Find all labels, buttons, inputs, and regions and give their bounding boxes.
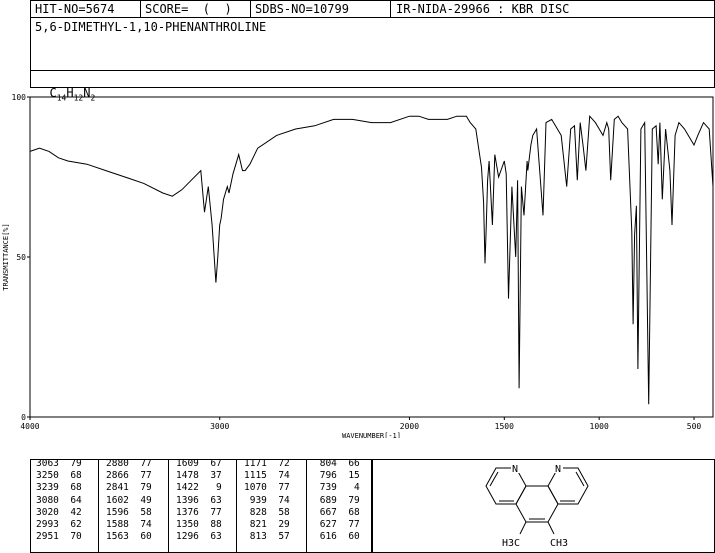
left-ring bbox=[485, 467, 527, 505]
x-tick-label: 2000 bbox=[400, 422, 419, 431]
peak-column-separator bbox=[236, 460, 237, 553]
header-rule-2 bbox=[30, 70, 715, 71]
peak-entry: 1115 74 bbox=[244, 470, 290, 482]
molecular-structure: N N H3C CH3 bbox=[485, 463, 589, 549]
score: SCORE= ( ) bbox=[145, 2, 232, 16]
y-tick-label: 0 bbox=[21, 413, 26, 422]
plot-frame bbox=[29, 96, 714, 418]
hit-number: HIT-NO=5674 bbox=[35, 2, 115, 16]
x-axis-label: WAVENUMBER[-1] bbox=[342, 432, 401, 438]
peak-column: 3063 79 3250 68 3239 68 3080 64 3020 42 2993 … bbox=[36, 458, 82, 543]
peak-entry: 739 4 bbox=[314, 482, 360, 494]
sdbs-number: SDBS-NO=10799 bbox=[255, 2, 349, 16]
peak-entry: 813 57 bbox=[244, 531, 290, 543]
peak-entry: 1171 72 bbox=[244, 458, 290, 469]
molecular-formula: C14H12N2 bbox=[49, 86, 96, 103]
peak-entry: 1422 9 bbox=[176, 482, 222, 494]
peak-entry: 1396 63 bbox=[176, 494, 222, 506]
peak-entry: 3239 68 bbox=[36, 482, 82, 494]
peak-column: 2880 77 2866 77 2841 79 1602 49 1596 58 1588 … bbox=[106, 458, 152, 543]
peak-column-separator bbox=[168, 460, 169, 553]
y-tick-label: 50 bbox=[16, 253, 26, 262]
compound-name: 5,6-DIMETHYL-1,10-PHENANTHROLINE bbox=[35, 20, 267, 34]
header-sep-1 bbox=[140, 0, 141, 17]
y-tick-label: 100 bbox=[12, 93, 27, 102]
methyl-label-left: H3C bbox=[502, 538, 520, 549]
x-tick-label: 4000 bbox=[20, 422, 39, 431]
spectrum-line bbox=[29, 114, 714, 405]
methyl-bond-left bbox=[519, 521, 527, 535]
peak-entry: 939 74 bbox=[244, 494, 290, 506]
peak-column-separator bbox=[306, 460, 307, 553]
x-tick-label: 1000 bbox=[590, 422, 609, 431]
peak-entry: 1602 49 bbox=[106, 494, 152, 506]
peak-entry: 1596 58 bbox=[106, 506, 152, 518]
peak-entry: 1376 77 bbox=[176, 506, 222, 518]
nitrogen-label-left: N bbox=[512, 464, 518, 475]
peak-entry: 3080 64 bbox=[36, 494, 82, 506]
peak-entry: 2866 77 bbox=[106, 470, 152, 482]
peak-entry: 616 60 bbox=[314, 531, 360, 543]
nitrogen-label-right: N bbox=[555, 464, 561, 475]
peak-entry: 821 29 bbox=[244, 519, 290, 531]
header-sep-3 bbox=[390, 0, 391, 17]
peak-entry: 796 15 bbox=[314, 470, 360, 482]
methyl-label-right: CH3 bbox=[550, 538, 568, 549]
header-sep-2 bbox=[250, 0, 251, 17]
peak-entry: 804 66 bbox=[314, 458, 360, 469]
peak-entry: 3250 68 bbox=[36, 470, 82, 482]
header-rule-1 bbox=[30, 17, 715, 18]
peak-entry: 2993 62 bbox=[36, 519, 82, 531]
x-tick-label: 3000 bbox=[210, 422, 229, 431]
peak-entry: 689 79 bbox=[314, 494, 360, 506]
left-double-bond-1 bbox=[489, 471, 499, 487]
right-ring bbox=[547, 467, 589, 505]
peak-entry: 2951 70 bbox=[36, 531, 82, 543]
peak-entry: 627 77 bbox=[314, 519, 360, 531]
x-tick-label: 500 bbox=[687, 422, 702, 431]
peak-entry: 2880 77 bbox=[106, 458, 152, 469]
peak-column: 1171 72 1115 74 1070 77 939 74 828 58 821 … bbox=[244, 458, 290, 543]
peak-entry: 1563 60 bbox=[106, 531, 152, 543]
peak-entry: 1350 88 bbox=[176, 519, 222, 531]
peak-column: 804 66 796 15 739 4 689 79 667 68 627 77… bbox=[314, 458, 360, 543]
right-double-bond-1 bbox=[575, 471, 585, 487]
peak-entry: 2841 79 bbox=[106, 482, 152, 494]
peak-column-separator bbox=[98, 460, 99, 553]
peak-entry: 828 58 bbox=[244, 506, 290, 518]
peak-column: 1609 67 1478 37 1422 9 1396 63 1376 77 1350 8… bbox=[176, 458, 222, 543]
header-box bbox=[30, 0, 715, 88]
ir-spectrum-chart: 0 50 100 4000 3000 2000 1500 1000 500 WAVENUMBER[… bbox=[2, 93, 714, 438]
peak-entry: 1070 77 bbox=[244, 482, 290, 494]
peak-entry: 1588 74 bbox=[106, 519, 152, 531]
central-ring bbox=[515, 485, 559, 523]
methyl-bond-right bbox=[547, 521, 555, 535]
peak-entry: 1609 67 bbox=[176, 458, 222, 469]
peak-entry: 3020 42 bbox=[36, 506, 82, 518]
peak-entry: 1296 63 bbox=[176, 531, 222, 543]
ir-info: IR-NIDA-29966 : KBR DISC bbox=[396, 2, 570, 16]
peak-entry: 667 68 bbox=[314, 506, 360, 518]
peak-entry: 3063 79 bbox=[36, 458, 82, 469]
x-tick-label: 1500 bbox=[495, 422, 514, 431]
y-axis-label: TRANSMITTANCE[%] bbox=[2, 223, 10, 290]
peak-entry: 1478 37 bbox=[176, 470, 222, 482]
